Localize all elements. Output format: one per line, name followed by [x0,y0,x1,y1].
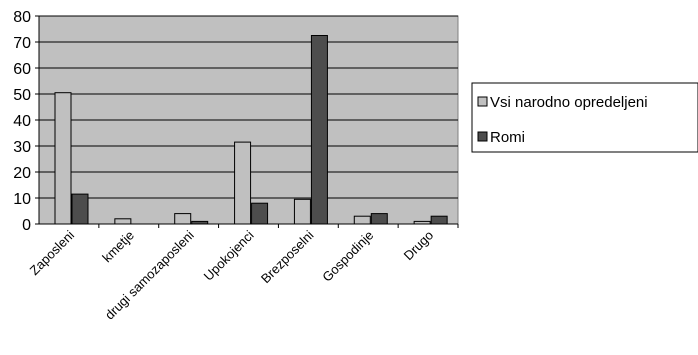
legend-swatch-vsi-narodno-opredeljeni [477,96,488,107]
x-tick-label-upokojenci: Upokojenci [201,227,257,283]
legend-label-vsi-narodno-opredeljeni: Vsi narodno opredeljeni [490,94,648,111]
bar-vsi-narodno-opredeljeni-brezposelni [293,198,311,225]
x-tick-label-gospodinje: Gospodinje [319,228,376,285]
legend: Vsi narodno opredeljeni Romi [471,82,698,153]
y-tick-label-80: 80 [13,9,31,26]
x-tick-label-kmetje: kmetje [99,228,137,266]
x-tick-label-drugo: Drugo [401,228,437,264]
bar-vsi-narodno-opredeljeni-zaposleni [54,92,72,225]
bar-romi-zaposleni [71,193,89,225]
bar-vsi-narodno-opredeljeni-upokojenci [234,141,252,225]
bar-romi-drugo [430,215,448,225]
bar-romi-gospodinje [370,213,388,225]
y-tick-label-40: 40 [13,113,31,130]
bar-vsi-narodno-opredeljeni-kmetje [114,218,132,225]
y-tick-label-0: 0 [22,217,31,234]
bars-group [54,35,448,225]
x-tick-label-zaposleni: Zaposleni [27,227,78,278]
y-tick-label-70: 70 [13,35,31,52]
bar-romi-brezposelni [310,35,328,225]
bar-romi-upokojenci [251,202,269,225]
bar-vsi-narodno-opredeljeni-gospodinje [353,215,371,225]
y-tick-label-30: 30 [13,139,31,156]
y-tick-label-20: 20 [13,165,31,182]
y-tick-label-60: 60 [13,61,31,78]
legend-box [471,82,698,153]
bar-vsi-narodno-opredeljeni-drugo [413,220,431,225]
bar-romi-drugi-samozaposleni [191,220,209,225]
y-tick-label-10: 10 [13,191,31,208]
legend-label-romi: Romi [490,129,525,146]
x-tick-label-brezposelni: Brezposelni [258,227,317,286]
y-tick-label-50: 50 [13,87,31,104]
bar-vsi-narodno-opredeljeni-drugi-samozaposleni [174,213,192,225]
legend-swatch-romi [477,131,488,142]
